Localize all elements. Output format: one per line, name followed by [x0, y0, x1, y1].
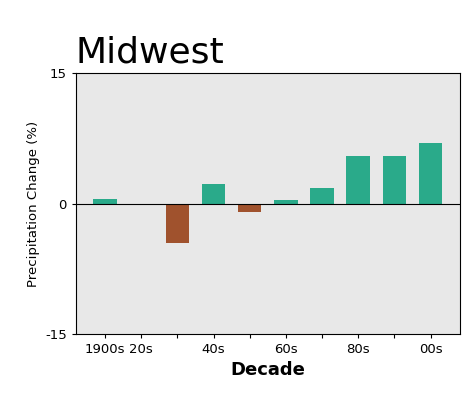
- Bar: [346, 156, 370, 204]
- Bar: [238, 204, 262, 212]
- Bar: [93, 199, 117, 204]
- Bar: [202, 184, 225, 204]
- Bar: [274, 200, 298, 204]
- Bar: [383, 156, 406, 204]
- Text: Midwest: Midwest: [76, 35, 225, 69]
- Bar: [310, 188, 334, 204]
- Bar: [165, 204, 189, 243]
- Bar: [129, 204, 153, 205]
- X-axis label: Decade: Decade: [230, 361, 305, 379]
- Y-axis label: Precipitation Change (%): Precipitation Change (%): [27, 120, 39, 287]
- Bar: [419, 143, 442, 204]
